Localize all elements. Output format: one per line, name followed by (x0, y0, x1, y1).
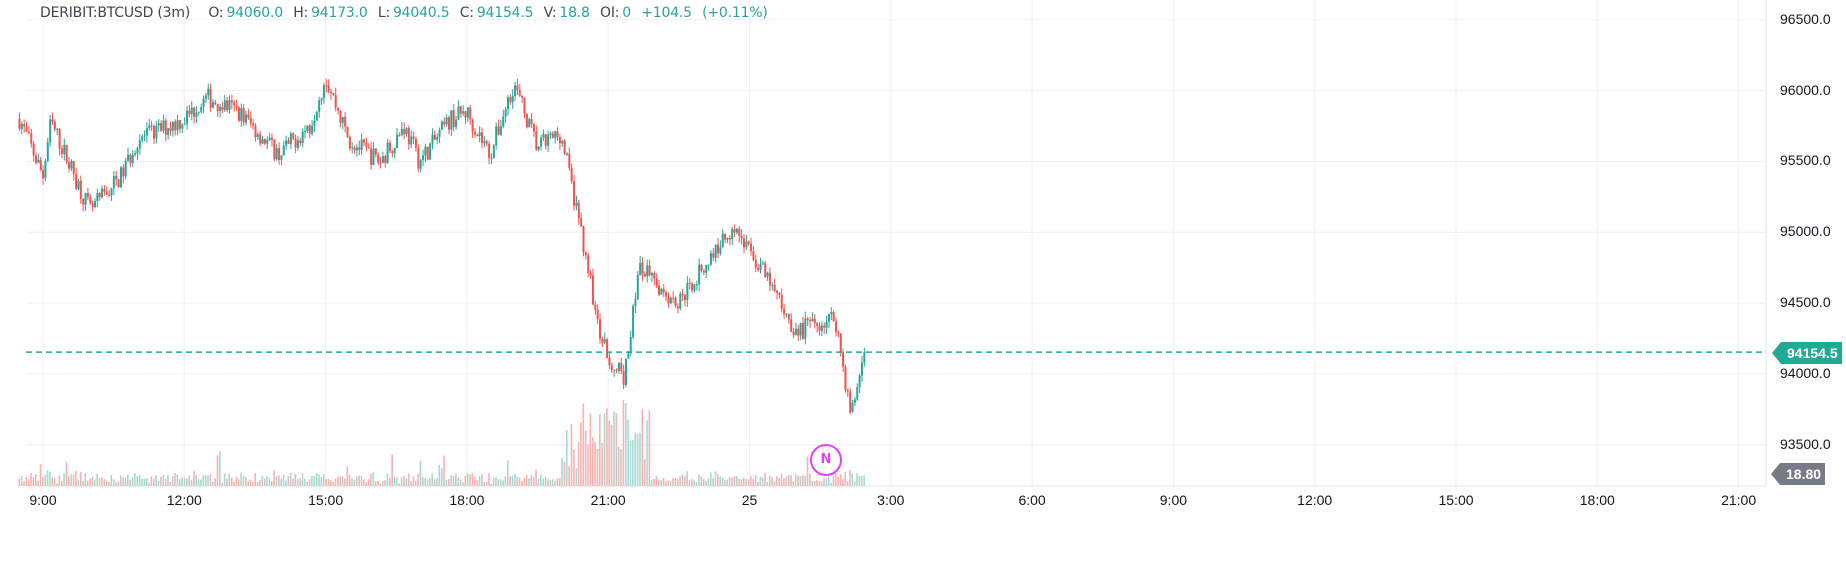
time-tick-8: 9:00 (1159, 492, 1188, 508)
oi-label: OI: (600, 5, 620, 21)
time-tick-12: 21:00 (1721, 492, 1757, 508)
symbol-label[interactable]: DERIBIT:BTCUSD (3m) (40, 5, 191, 21)
price-tick-1: 96000.0 (1780, 81, 1831, 98)
price-tick-3: 95000.0 (1780, 223, 1831, 240)
high-label: H: (293, 5, 309, 21)
time-tick-2: 15:00 (308, 492, 344, 508)
open-label: O: (208, 5, 224, 21)
time-tick-0: 9:00 (29, 492, 57, 508)
low-value: 94040.5 (392, 5, 450, 21)
volume-value: 18.8 (559, 5, 590, 21)
volume-label: V: (543, 5, 557, 21)
volume-badge: 18.80 (1770, 463, 1826, 485)
close-label: C: (459, 5, 474, 21)
last-price-badge: 94154.5 (1772, 342, 1842, 364)
change-value: +104.5 (641, 5, 692, 21)
time-tick-6: 3:00 (877, 492, 905, 508)
close-value: 94154.5 (476, 5, 534, 21)
news-event-marker-icon[interactable]: N (810, 444, 842, 476)
time-tick-7: 6:00 (1018, 492, 1046, 508)
price-tick-2: 95500.0 (1780, 152, 1831, 169)
high-value: 94173.0 (311, 5, 368, 21)
price-tick-0: 96500.0 (1780, 10, 1831, 27)
oi-value: 0 (622, 5, 631, 21)
time-tick-10: 15:00 (1438, 492, 1474, 508)
change-percent: (+0.11%) (702, 5, 768, 21)
low-label: L: (377, 5, 390, 21)
price-tick-6: 93500.0 (1780, 435, 1831, 452)
time-tick-4: 21:00 (590, 492, 626, 508)
price-tick-5: 94000.0 (1780, 365, 1831, 381)
time-tick-9: 12:00 (1297, 492, 1333, 508)
ohlc-legend: DERIBIT:BTCUSD (3m) O: 94060.0 H: 94173.0 … (40, 5, 774, 21)
time-tick-3: 18:00 (449, 492, 485, 508)
open-value: 94060.0 (226, 5, 283, 21)
time-tick-5: 25 (741, 492, 758, 508)
time-tick-1: 12:00 (166, 492, 202, 508)
time-tick-11: 18:00 (1579, 492, 1615, 508)
price-tick-4: 94500.0 (1780, 294, 1831, 311)
